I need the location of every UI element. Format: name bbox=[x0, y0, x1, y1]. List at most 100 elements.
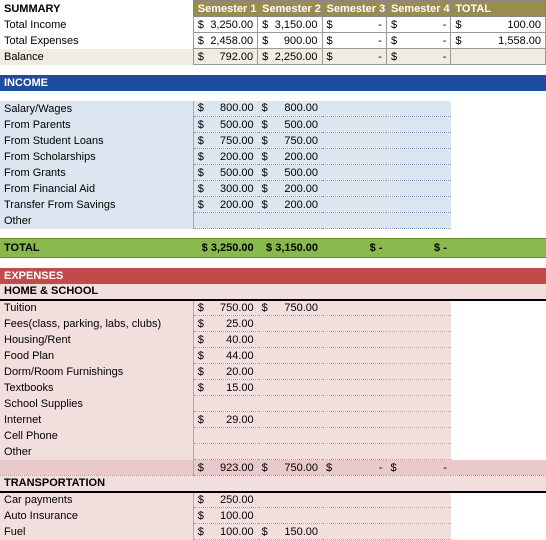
income-total-row: TOTAL $ 3,250.00 $ 3,150.00 $ - $ - bbox=[0, 239, 546, 258]
cell bbox=[322, 300, 386, 316]
cell: $200.00 bbox=[193, 197, 257, 213]
cell: $15.00 bbox=[193, 380, 257, 396]
cell: $200.00 bbox=[258, 181, 322, 197]
cell bbox=[322, 181, 386, 197]
income-row: Other bbox=[0, 213, 546, 229]
cell bbox=[258, 316, 322, 332]
cell bbox=[451, 49, 546, 65]
cell bbox=[322, 165, 386, 181]
cell bbox=[386, 181, 450, 197]
income-row: From Parents$500.00$500.00 bbox=[0, 117, 546, 133]
cell bbox=[322, 213, 386, 229]
cell bbox=[386, 101, 450, 117]
cell bbox=[386, 508, 450, 524]
expenses-bar: EXPENSES bbox=[0, 268, 546, 284]
cell bbox=[386, 149, 450, 165]
hdr-sem3: Semester 3 bbox=[322, 1, 386, 17]
cell bbox=[193, 213, 257, 229]
cell bbox=[322, 380, 386, 396]
summary-row: Total Expenses$2,458.00$900.00$-$-$1,558… bbox=[0, 33, 546, 49]
cell: $100.00 bbox=[451, 17, 546, 33]
cell: $200.00 bbox=[258, 149, 322, 165]
cell: $750.00 bbox=[258, 300, 322, 316]
cell: $792.00 bbox=[193, 49, 257, 65]
cell: $25.00 bbox=[193, 316, 257, 332]
cell bbox=[258, 444, 322, 460]
row-label: Housing/Rent bbox=[0, 332, 193, 348]
row-label: Internet bbox=[0, 412, 193, 428]
cell: $750.00 bbox=[258, 133, 322, 149]
row-label: From Parents bbox=[0, 117, 193, 133]
cell: $20.00 bbox=[193, 364, 257, 380]
cell bbox=[386, 213, 450, 229]
row-label: Total Expenses bbox=[0, 33, 193, 49]
cell: $- bbox=[386, 33, 450, 49]
cell bbox=[258, 332, 322, 348]
cell bbox=[258, 492, 322, 508]
cell bbox=[322, 364, 386, 380]
hdr-sem2: Semester 2 bbox=[258, 1, 322, 17]
income-row: From Scholarships$200.00$200.00 bbox=[0, 149, 546, 165]
cell: $200.00 bbox=[193, 149, 257, 165]
cell bbox=[258, 380, 322, 396]
cell: $750.00 bbox=[193, 133, 257, 149]
cell: $900.00 bbox=[258, 33, 322, 49]
row-label: Transfer From Savings bbox=[0, 197, 193, 213]
cell bbox=[322, 101, 386, 117]
cell bbox=[193, 444, 257, 460]
row-label: From Scholarships bbox=[0, 149, 193, 165]
cell bbox=[386, 492, 450, 508]
total-sem3: $ - bbox=[322, 239, 386, 258]
cell bbox=[322, 428, 386, 444]
cell: $- bbox=[386, 17, 450, 33]
row-label: From Financial Aid bbox=[0, 181, 193, 197]
expense-row: School Supplies bbox=[0, 396, 546, 412]
cell: $500.00 bbox=[193, 117, 257, 133]
cell bbox=[258, 364, 322, 380]
expense-row: Food Plan$44.00 bbox=[0, 348, 546, 364]
income-row: Salary/Wages$800.00$800.00 bbox=[0, 101, 546, 117]
income-row: From Student Loans$750.00$750.00 bbox=[0, 133, 546, 149]
total-sem4: $ - bbox=[386, 239, 450, 258]
cell: $100.00 bbox=[193, 508, 257, 524]
row-label: From Student Loans bbox=[0, 133, 193, 149]
hdr-total: TOTAL bbox=[451, 1, 546, 17]
row-label: School Supplies bbox=[0, 396, 193, 412]
cell: $2,250.00 bbox=[258, 49, 322, 65]
cell bbox=[322, 492, 386, 508]
budget-table: SUMMARY Semester 1 Semester 2 Semester 3… bbox=[0, 0, 546, 540]
income-bar: INCOME bbox=[0, 75, 546, 91]
row-label: Balance bbox=[0, 49, 193, 65]
cell bbox=[193, 396, 257, 412]
row-label: Textbooks bbox=[0, 380, 193, 396]
cell bbox=[322, 133, 386, 149]
row-label: Dorm/Room Furnishings bbox=[0, 364, 193, 380]
cell: $44.00 bbox=[193, 348, 257, 364]
cell: $800.00 bbox=[193, 101, 257, 117]
home-school-header: HOME & SCHOOL bbox=[0, 284, 546, 300]
cell bbox=[386, 412, 450, 428]
cell bbox=[322, 412, 386, 428]
expense-row: Cell Phone bbox=[0, 428, 546, 444]
expense-row: Housing/Rent$40.00 bbox=[0, 332, 546, 348]
cell bbox=[386, 444, 450, 460]
row-label: Total Income bbox=[0, 17, 193, 33]
cell bbox=[322, 332, 386, 348]
expense-row: Fees(class, parking, labs, clubs)$25.00 bbox=[0, 316, 546, 332]
cell bbox=[386, 348, 450, 364]
cell bbox=[322, 117, 386, 133]
cell bbox=[258, 213, 322, 229]
row-label: Other bbox=[0, 444, 193, 460]
cell: $40.00 bbox=[193, 332, 257, 348]
cell: $250.00 bbox=[193, 492, 257, 508]
cell: $- bbox=[322, 49, 386, 65]
cell bbox=[386, 380, 450, 396]
cell bbox=[386, 117, 450, 133]
cell bbox=[322, 348, 386, 364]
summary-row: Total Income$3,250.00$3,150.00$-$-$100.0… bbox=[0, 17, 546, 33]
cell: $29.00 bbox=[193, 412, 257, 428]
cell bbox=[322, 316, 386, 332]
expense-row: Car payments$250.00 bbox=[0, 492, 546, 508]
cell bbox=[322, 524, 386, 540]
cell: $750.00 bbox=[193, 300, 257, 316]
